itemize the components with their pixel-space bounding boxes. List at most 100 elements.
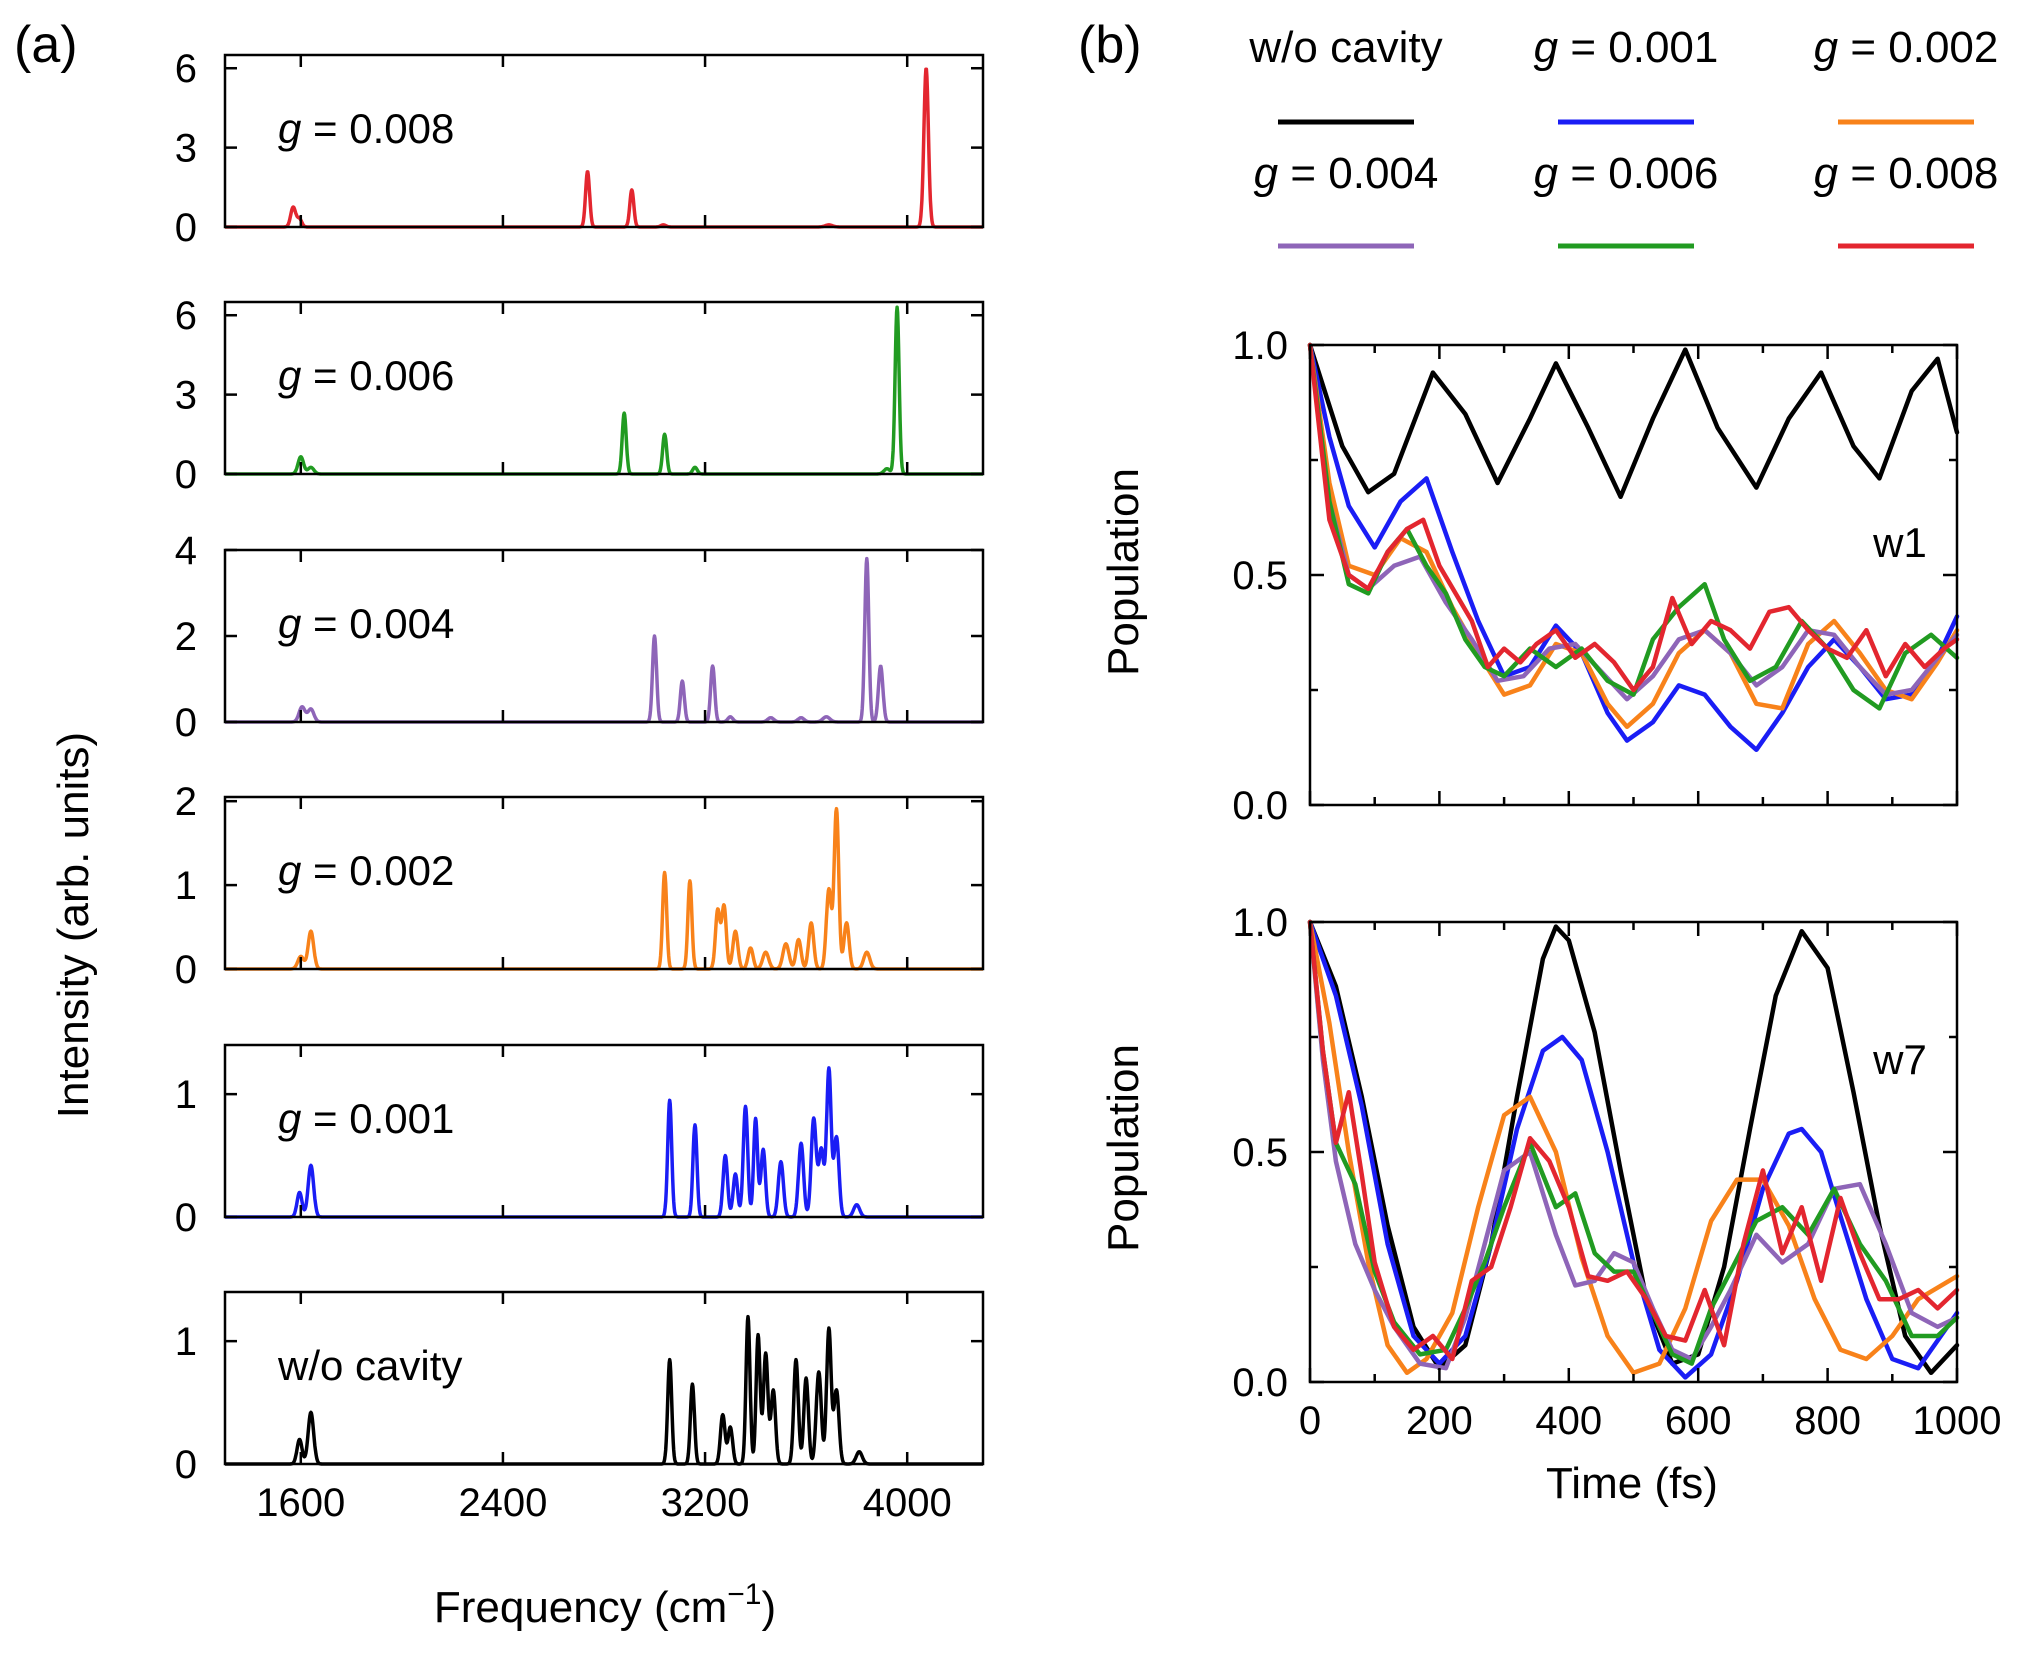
population-line-w7-g8	[1307, 919, 1960, 1362]
legend-label-wo: w/o cavity	[1248, 23, 1442, 72]
spectrum-xtick-label-1: 2400	[458, 1481, 547, 1525]
spectrum-label-symbol-4: g	[278, 1095, 301, 1142]
spectrum-ytick-label-5-1: 1	[175, 1320, 197, 1364]
population-line-w7-g1	[1307, 919, 1960, 1380]
spectrum-label-symbol-3: g	[278, 847, 301, 894]
spectrum-label-value-2: = 0.004	[301, 600, 454, 647]
panel-a-xlabel-main: Frequency (cm	[434, 1583, 727, 1632]
spectrum-ytick-label-0-2: 6	[175, 47, 197, 91]
spectrum-ytick-label-1-2: 6	[175, 294, 197, 338]
spectrum-subplot-1: 0 3 6 g = 0.006	[175, 294, 985, 497]
spectra-panel: 0 3 6 g = 0.008 0 3 6 g = 0.006 0 2 4 g = 0.004 0 1 2 g…	[175, 47, 985, 1525]
legend-label-value-g8: = 0.008	[1838, 149, 1998, 198]
legend-label-g4: g = 0.004	[1254, 149, 1439, 198]
population-line-w1-g8	[1307, 342, 1960, 693]
legend-label-symbol-g6: g	[1534, 149, 1559, 198]
panel-a-label: (a)	[14, 16, 78, 74]
spectrum-ytick-label-0-0: 0	[175, 206, 197, 250]
legend-label-value-wo: w/o cavity	[1248, 23, 1442, 72]
spectrum-label-value-4: = 0.001	[301, 1095, 454, 1142]
spectrum-label-symbol-2: g	[278, 600, 301, 647]
spectrum-xtick-label-2: 3200	[661, 1481, 750, 1525]
spectrum-label-symbol-1: g	[278, 352, 301, 399]
spectrum-subplot-0: 0 3 6 g = 0.008	[175, 47, 985, 250]
population-ytick-label-w1-1: 0.5	[1232, 554, 1288, 598]
legend-label-symbol-g8: g	[1814, 149, 1839, 198]
legend-label-symbol-g2: g	[1814, 23, 1839, 72]
spectrum-ytick-label-3-0: 0	[175, 948, 197, 992]
legend-label-value-g2: = 0.002	[1838, 23, 1998, 72]
spectrum-frame-3	[223, 795, 985, 971]
spectrum-subplot-2: 0 2 4 g = 0.004	[175, 529, 985, 745]
spectrum-subplot-5: 0 1 1600 2400 3200 4000 w/o cavity	[175, 1290, 985, 1525]
population-xtick-label-1: 200	[1406, 1399, 1473, 1443]
legend-label-g6: g = 0.006	[1534, 149, 1719, 198]
spectrum-ytick-label-5-0: 0	[175, 1443, 197, 1487]
legend-label-value-g6: = 0.006	[1558, 149, 1718, 198]
legend-label-g8: g = 0.008	[1814, 149, 1999, 198]
population-line-w7-g2	[1307, 919, 1960, 1376]
legend-label-g2: g = 0.002	[1814, 23, 1999, 72]
spectrum-subplot-4: 0 1 g = 0.001	[175, 1043, 985, 1240]
spectrum-xtick-label-3: 4000	[863, 1481, 952, 1525]
population-ytick-label-w7-1: 0.5	[1232, 1131, 1288, 1175]
panel-a-xlabel-sup: −1	[727, 1578, 761, 1611]
panel-b-xlabel: Time (fs)	[1546, 1459, 1718, 1508]
spectrum-label-symbol-0: g	[278, 105, 301, 152]
spectrum-label-value-5: w/o cavity	[277, 1342, 462, 1389]
spectrum-line-5	[223, 1314, 985, 1466]
spectrum-xtick-label-0: 1600	[256, 1481, 345, 1525]
population-line-w7-wo	[1307, 919, 1960, 1376]
spectrum-ytick-label-3-1: 1	[175, 864, 197, 908]
spectrum-ytick-label-1-1: 3	[175, 374, 197, 418]
population-label-w7: w7	[1872, 1036, 1927, 1083]
panel-b-ylabel-bottom: Population	[1099, 1044, 1148, 1252]
population-xtick-label-5: 1000	[1913, 1399, 2002, 1443]
panel-a-xlabel: Frequency (cm−1)	[434, 1578, 776, 1632]
population-xtick-label-0: 0	[1299, 1399, 1321, 1443]
legend-label-symbol-g4: g	[1254, 149, 1279, 198]
population-subplot-w1: 0.0 0.5 1.0 w1	[1232, 324, 1960, 828]
spectrum-label-4: g = 0.001	[278, 1095, 454, 1142]
population-subplot-w7: 0.0 0.5 1.0 0 200 400 600 800 1000 w7	[1232, 901, 2001, 1443]
spectrum-ytick-label-4-1: 1	[175, 1073, 197, 1117]
spectrum-ytick-label-1-0: 0	[175, 453, 197, 497]
spectrum-label-1: g = 0.006	[278, 352, 454, 399]
spectrum-label-value-0: = 0.008	[301, 105, 454, 152]
population-xtick-label-4: 800	[1794, 1399, 1861, 1443]
population-label-w1: w1	[1872, 519, 1927, 566]
population-panel: 0.0 0.5 1.0 w1 0.0 0.5 1.0 0 200 400 600 800 1000 w7	[1232, 324, 2001, 1443]
spectrum-ytick-label-4-0: 0	[175, 1196, 197, 1240]
population-ytick-label-w1-0: 0.0	[1232, 784, 1288, 828]
population-ytick-label-w7-0: 0.0	[1232, 1361, 1288, 1405]
legend-label-value-g4: = 0.004	[1278, 149, 1438, 198]
population-ytick-label-w1-2: 1.0	[1232, 324, 1288, 368]
spectrum-label-0: g = 0.008	[278, 105, 454, 152]
population-xtick-label-3: 600	[1665, 1399, 1732, 1443]
panel-a-xlabel-close: )	[761, 1583, 776, 1632]
spectrum-label-value-1: = 0.006	[301, 352, 454, 399]
spectrum-frame-0	[223, 53, 985, 229]
spectrum-frame-4	[223, 1043, 985, 1219]
spectrum-ytick-label-2-1: 2	[175, 615, 197, 659]
spectrum-label-value-3: = 0.002	[301, 847, 454, 894]
spectrum-frame-1	[223, 300, 985, 476]
population-line-w1-g2	[1307, 342, 1960, 730]
spectrum-ytick-label-0-1: 3	[175, 127, 197, 171]
legend-label-g1: g = 0.001	[1534, 23, 1719, 72]
panel-b-ylabel-top: Population	[1099, 468, 1148, 676]
population-xtick-label-2: 400	[1535, 1399, 1602, 1443]
spectrum-frame-5	[223, 1290, 985, 1466]
population-line-w1-g4	[1307, 342, 1960, 702]
panel-a-ylabel: Intensity (arb. units)	[49, 732, 98, 1118]
spectrum-label-5: w/o cavity	[277, 1342, 462, 1389]
spectrum-line-4	[223, 1066, 985, 1219]
population-line-w1-wo	[1307, 342, 1960, 500]
spectrum-ytick-label-2-0: 0	[175, 701, 197, 745]
population-ytick-label-w7-2: 1.0	[1232, 901, 1288, 945]
legend-label-value-g1: = 0.001	[1558, 23, 1718, 72]
spectrum-ytick-label-3-2: 2	[175, 780, 197, 824]
panel-b-label: (b)	[1078, 16, 1142, 74]
spectrum-ytick-label-2-2: 4	[175, 529, 197, 573]
